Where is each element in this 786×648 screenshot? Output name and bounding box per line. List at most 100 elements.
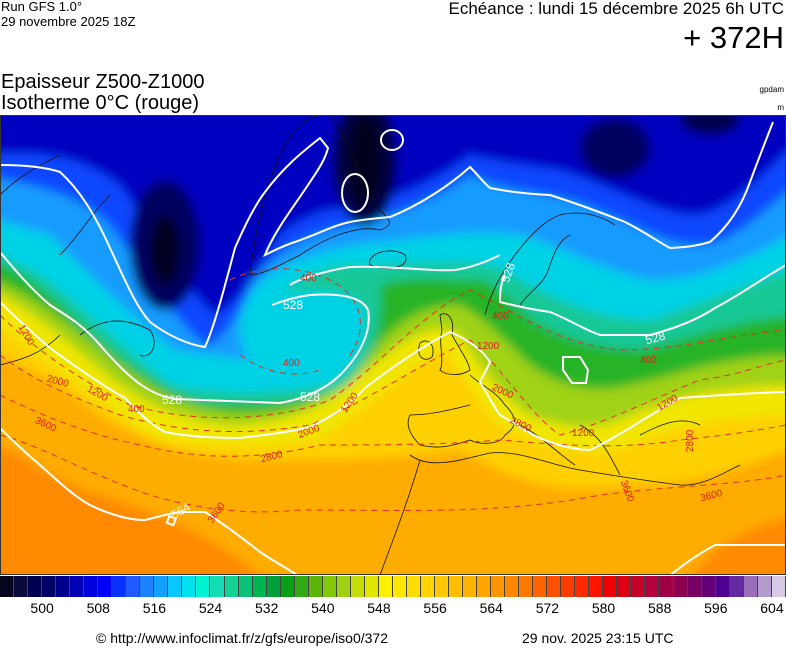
colorbar-swatch <box>477 576 492 597</box>
colorbar-swatch <box>42 576 57 597</box>
thickness-contours <box>0 121 786 575</box>
colorbar-swatch <box>280 576 295 597</box>
field-core-greenland <box>350 115 380 205</box>
coast-canada <box>0 154 155 366</box>
colorbar-swatch <box>757 576 772 597</box>
colorbar-swatch <box>659 576 674 597</box>
colorbar-swatch <box>392 576 407 597</box>
iso0-line <box>0 394 786 457</box>
colorbar-tick-label: 516 <box>142 600 167 616</box>
colorbar-swatch <box>98 576 113 597</box>
coastlines <box>0 115 741 575</box>
colorbar-swatch <box>449 576 464 597</box>
colorbar-swatch <box>575 576 590 597</box>
colorbar-swatch <box>420 576 435 597</box>
colorbar-swatch <box>505 576 520 597</box>
field-low-arctic-east <box>680 115 740 135</box>
iso0-line <box>0 339 786 436</box>
colorbar-swatch <box>140 576 155 597</box>
colorbar-tick-label: 540 <box>311 600 335 616</box>
colorbar-swatch <box>729 576 744 597</box>
iso0-label: 1200 <box>477 341 500 352</box>
colorbar-tick-label: 500 <box>30 600 54 616</box>
colorbar-swatch <box>70 576 85 597</box>
coast-greenland <box>249 115 390 276</box>
iso0-contours <box>0 268 786 513</box>
colorbar-swatch <box>519 576 534 597</box>
contour-label: 528 <box>300 390 320 404</box>
colorbar-swatch <box>463 576 478 597</box>
colorbar-tick-label: 548 <box>367 600 391 616</box>
colorbar-swatch <box>14 576 29 597</box>
iso0-line <box>229 268 361 356</box>
lead-time: + 372H <box>683 20 784 55</box>
colorbar-swatch <box>182 576 197 597</box>
iso0-label: 2800 <box>685 429 696 452</box>
colorbar-tick-label: 556 <box>423 600 447 616</box>
contour-528-europe <box>289 254 501 286</box>
contour-540 <box>0 301 786 452</box>
weather-map: 528 528 528 528 528 564 400 400 400 400 … <box>0 115 786 575</box>
colorbar-swatch <box>547 576 562 597</box>
colorbar-swatch <box>434 576 449 597</box>
coast-europe <box>407 374 701 476</box>
coast-scandinavia <box>484 212 616 316</box>
colorbar-swatch <box>28 576 43 597</box>
run-label: Run GFS 1.0° <box>1 0 83 14</box>
iso0-label: 1200 <box>572 428 595 439</box>
colorbar-swatch <box>56 576 71 597</box>
colorbar-swatch <box>294 576 309 597</box>
colorbar-swatch <box>0 576 15 597</box>
iso0-label: 400 <box>492 311 509 322</box>
colorbar-swatch <box>308 576 323 597</box>
colorbar-swatch <box>771 576 786 597</box>
colorbar-swatch <box>406 576 421 597</box>
contour-564-west <box>0 427 299 575</box>
colorbar-swatch <box>252 576 267 597</box>
colorbar-swatch <box>154 576 169 597</box>
contour-label: 528 <box>162 393 182 407</box>
colorbar-swatch <box>631 576 646 597</box>
colorbar-swatch <box>336 576 351 597</box>
contour-label: 528 <box>498 260 518 284</box>
contour-closed-greenland <box>341 173 369 213</box>
colorbar-swatch <box>168 576 183 597</box>
field-core-labrador <box>150 215 180 285</box>
colorbar-swatch <box>266 576 281 597</box>
colorbar-swatch <box>378 576 393 597</box>
unit-iso0: m <box>777 103 784 112</box>
coast-iceland <box>369 250 407 269</box>
colorbar-swatch <box>603 576 618 597</box>
contour-label: 528 <box>644 329 667 348</box>
iso0-label: 400 <box>128 404 145 415</box>
colorbar-tick-label: 572 <box>535 600 560 616</box>
colorbar-swatch <box>112 576 127 597</box>
colorbar-swatch <box>84 576 99 597</box>
colorbar-ticks: 500 508 516 524 532 540 548 556 564 572 580 588 596 6… <box>0 600 786 618</box>
colorbar-tick-label: 564 <box>479 600 503 616</box>
colorbar-swatch <box>224 576 239 597</box>
colorbar-tick-label: 604 <box>760 600 784 616</box>
colorbar-swatch <box>589 576 604 597</box>
copyright-link[interactable]: © http://www.infoclimat.fr/z/gfs/europe/… <box>96 630 389 646</box>
contour-closed-atlantic <box>165 514 178 527</box>
colorbar-tick-label: 508 <box>86 600 110 616</box>
iso0-label: 400 <box>640 355 657 366</box>
colorbar-swatch <box>673 576 688 597</box>
map-title: Epaisseur Z500-Z1000 <box>1 71 205 93</box>
colorbar-tick-label: 588 <box>647 600 672 616</box>
valid-time: Echéance : lundi 15 décembre 2025 6h UTC <box>448 0 784 18</box>
colorbar-swatch <box>687 576 702 597</box>
colorbar-swatch <box>350 576 365 597</box>
colorbar-tick-label: 524 <box>198 600 223 616</box>
colorbar-swatch <box>715 576 730 597</box>
contour-label: 528 <box>283 298 303 312</box>
colorbar-tick-label: 596 <box>704 600 728 616</box>
generated-time: 29 nov. 2025 23:15 UTC <box>522 630 674 646</box>
coast-africa <box>379 452 741 575</box>
colorbar <box>0 576 786 597</box>
colorbar-swatch <box>126 576 141 597</box>
colorbar-swatch <box>561 576 576 597</box>
colorbar-swatch <box>196 576 211 597</box>
colorbar-swatch <box>701 576 716 597</box>
